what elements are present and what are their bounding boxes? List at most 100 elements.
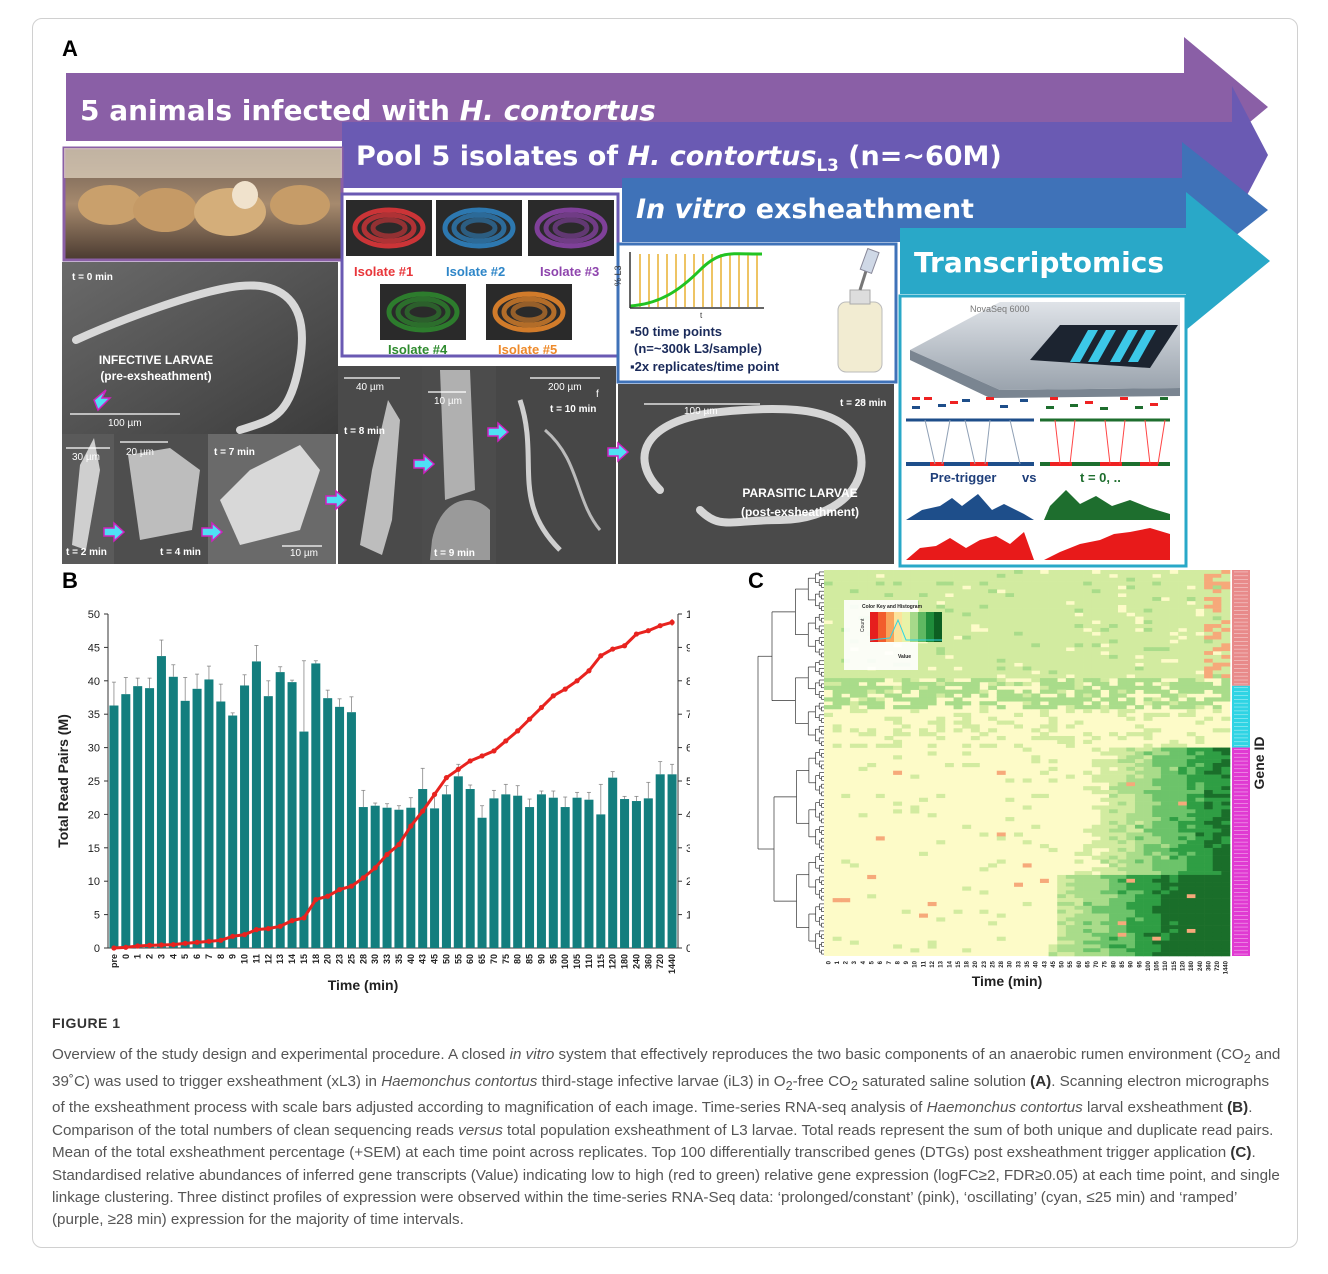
c-heatmap-cell [979, 620, 989, 625]
c-heatmap-cell [1065, 597, 1075, 602]
c-heatmap-cell [1204, 952, 1214, 957]
c-heatmap-cell [867, 573, 877, 579]
c-heatmap-cell [1109, 597, 1119, 602]
c-x-tick-label: 95 [1137, 960, 1143, 967]
c-heatmap-cell [1057, 635, 1067, 640]
c-heatmap-cell [1143, 886, 1153, 891]
c-heatmap-cell [849, 701, 859, 706]
c-heatmap-cell [1091, 612, 1101, 617]
c-heatmap-cell [1083, 786, 1093, 791]
c-heatmap-cell [1204, 913, 1214, 918]
c-heatmap-cell [1178, 925, 1188, 930]
isolate-label: Isolate #2 [446, 264, 505, 279]
c-heatmap-cell [1074, 693, 1084, 698]
c-heatmap-cell [1074, 658, 1084, 663]
c-heatmap-cell [901, 589, 911, 594]
c-heatmap-cell [1100, 809, 1110, 814]
c-heatmap-cell [919, 643, 928, 648]
c-heatmap-cell [970, 597, 980, 602]
c-heatmap-cell [1212, 639, 1222, 644]
c-heatmap-cell [1143, 631, 1153, 636]
sem-extra: f [596, 389, 599, 400]
banner-title: Pool 5 isolates of H. contortusL3 (n=~60… [356, 141, 1002, 175]
c-heatmap-cell [996, 612, 1006, 617]
b-bar [228, 715, 238, 948]
c-heatmap-cell [1074, 859, 1084, 864]
c-heatmap-cell [1100, 944, 1110, 949]
c-heatmap-cell [1014, 604, 1023, 609]
c-heatmap-cell [1152, 948, 1162, 953]
c-heatmap-cell [1143, 874, 1153, 880]
c-heatmap-cell [1014, 631, 1023, 636]
c-heatmap-cell [1117, 639, 1127, 644]
c-heatmap-cell [962, 720, 972, 725]
c-heatmap-cell [1022, 589, 1032, 594]
c-heatmap-cell [1169, 867, 1179, 872]
c-heatmap-cell [927, 743, 937, 748]
c-heatmap-cell [953, 647, 963, 652]
c-heatmap-cell [1048, 577, 1058, 582]
c-heatmap-cell [1204, 928, 1214, 934]
c-heatmap-cell [1039, 770, 1049, 775]
c-heatmap-cell [1212, 836, 1222, 841]
c-heatmap-cell [1005, 651, 1015, 656]
c-heatmap-cell [996, 635, 1006, 640]
c-heatmap-cell [944, 689, 954, 694]
c-x-tick-label: 360 [1206, 960, 1212, 971]
c-heatmap-cell [1160, 624, 1170, 629]
b-line-point [301, 915, 307, 921]
b-x-tick-label: 2 [145, 954, 155, 959]
c-heatmap-cell [1160, 909, 1170, 914]
c-heatmap-cell [1117, 847, 1127, 853]
isolate-coil [352, 207, 426, 249]
c-heatmap-cell [832, 597, 842, 602]
c-heatmap-cell [1048, 658, 1058, 663]
c-heatmap-cell [1212, 932, 1222, 937]
c-heatmap-cell [1143, 689, 1153, 694]
c-heatmap-cell [1048, 720, 1058, 725]
c-heatmap-cell [1057, 681, 1067, 687]
sem-time-4: t = 4 min [160, 547, 201, 558]
c-heatmap-cell [1065, 905, 1075, 910]
c-heatmap-cell [1048, 581, 1058, 586]
c-heatmap-cell [1126, 697, 1136, 702]
c-heatmap-cell [1204, 570, 1214, 575]
c-heatmap-cell [1083, 844, 1093, 849]
c-heatmap-cell [1109, 643, 1119, 648]
c-heatmap-cell [901, 674, 911, 679]
c-heatmap-cell [875, 697, 885, 702]
c-heatmap-cell [1134, 577, 1144, 582]
c-heatmap-cell [884, 597, 894, 602]
b-x-tick-label: 720 [655, 954, 665, 969]
c-heatmap-cell [1178, 763, 1188, 768]
c-heatmap-cell [1178, 651, 1188, 656]
b-line-point [538, 704, 545, 711]
b-line-point [491, 748, 497, 754]
caption-part: (C) [1230, 1144, 1252, 1162]
c-profile-band [1232, 685, 1250, 748]
c-heatmap-cell [1134, 801, 1144, 806]
c-heatmap-cell [1039, 643, 1049, 648]
c-heatmap-cell [832, 589, 842, 594]
c-heatmap-cell [1126, 627, 1136, 633]
c-heatmap-cell [1152, 790, 1162, 795]
c-heatmap-cell [1186, 643, 1196, 648]
c-heatmap-cell [893, 670, 903, 675]
c-heatmap-cell [1204, 855, 1214, 860]
c-heatmap-cell [1039, 620, 1049, 625]
c-heatmap-cell [1091, 689, 1101, 694]
c-heatmap-cell [1031, 693, 1041, 698]
sem-arrow-icon [607, 441, 630, 463]
c-heatmap-cell [1039, 581, 1049, 586]
c-heatmap-cell [1057, 631, 1067, 636]
c-heatmap-cell [1109, 635, 1119, 640]
c-heatmap-cell [1065, 639, 1075, 644]
c-heatmap-cell [1195, 720, 1205, 725]
c-heatmap-cell [1091, 616, 1101, 621]
c-heatmap-cell [962, 824, 972, 829]
c-heatmap-cell [1048, 759, 1058, 764]
c-heatmap-cell [1109, 616, 1119, 621]
c-heatmap-cell [832, 681, 842, 687]
c-heatmap-cell [1057, 670, 1067, 675]
c-heatmap-cell [832, 724, 842, 729]
